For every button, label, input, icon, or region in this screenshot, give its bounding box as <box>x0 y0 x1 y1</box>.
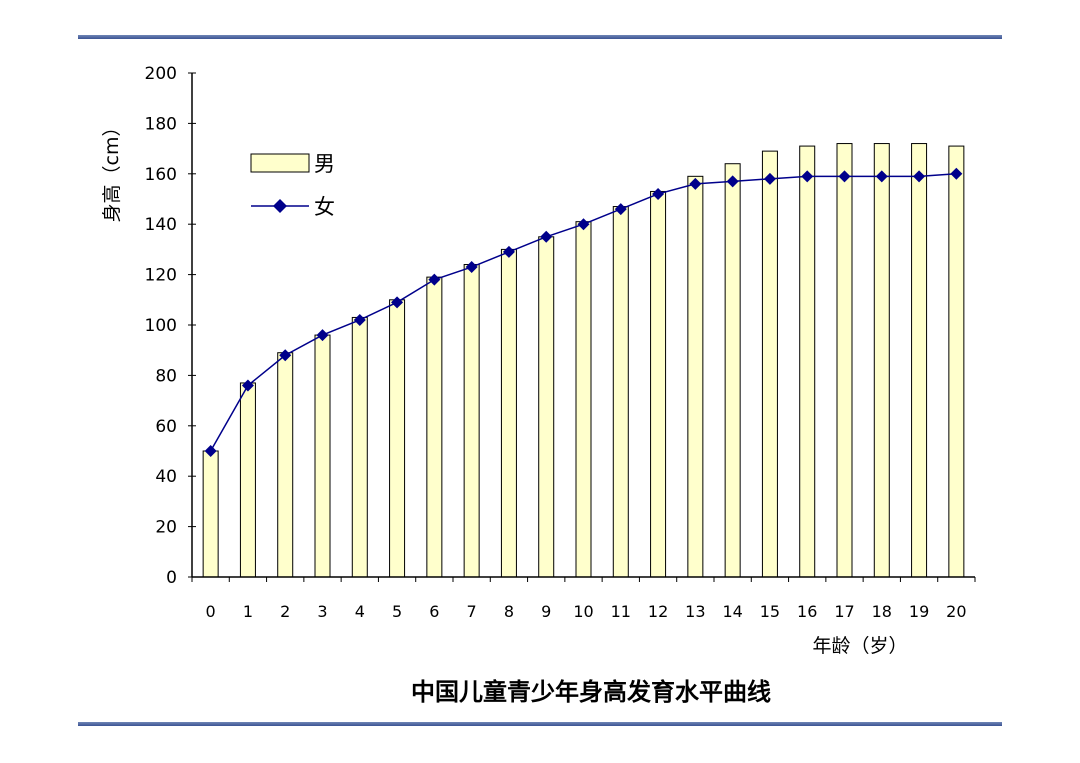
point-female-17 <box>838 170 851 183</box>
point-female-11 <box>614 203 627 216</box>
y-tick-label-120: 120 <box>145 266 177 286</box>
x-tick-label-16: 16 <box>797 602 817 621</box>
bottom-divider <box>78 722 1002 726</box>
point-female-5 <box>391 296 404 309</box>
x-tick-label-11: 11 <box>611 602 631 621</box>
bar-male-4 <box>351 316 368 578</box>
x-tick-label-1: 1 <box>243 602 253 621</box>
legend-swatch-male <box>250 153 310 173</box>
top-divider <box>78 35 1002 39</box>
x-tick-label-0: 0 <box>206 602 216 621</box>
bar-male-16 <box>799 145 816 578</box>
bar-male-19 <box>911 143 928 578</box>
point-female-3 <box>316 329 329 342</box>
bar-male-8 <box>500 248 517 578</box>
bar-male-11 <box>612 206 629 578</box>
bar-male-18 <box>873 143 890 578</box>
point-female-8 <box>502 245 515 258</box>
y-tick-label-0: 0 <box>166 568 177 588</box>
y-tick-label-80: 80 <box>155 366 177 386</box>
y-tick-label-200: 200 <box>145 64 177 84</box>
y-axis-label: 身高（cm） <box>101 118 123 223</box>
bar-male-3 <box>314 334 331 578</box>
bar-male-14 <box>724 163 741 578</box>
y-tick-label-40: 40 <box>155 467 177 487</box>
x-tick-label-9: 9 <box>541 602 551 621</box>
x-tick-label-2: 2 <box>280 602 290 621</box>
point-female-14 <box>726 175 739 188</box>
point-female-16 <box>801 170 814 183</box>
x-tick-label-13: 13 <box>685 602 705 621</box>
point-female-6 <box>428 273 441 286</box>
female-series <box>204 167 963 457</box>
y-tick-labels: 0 20 40 60 80 100 120 140 160 180 200 <box>145 64 177 588</box>
point-female-18 <box>875 170 888 183</box>
point-female-20 <box>950 167 963 180</box>
x-tick-label-4: 4 <box>355 602 365 621</box>
bar-male-7 <box>463 264 480 578</box>
x-tick-label-7: 7 <box>467 602 477 621</box>
y-tick-label-60: 60 <box>155 417 177 437</box>
bar-male-2 <box>277 352 294 578</box>
bar-male-6 <box>426 276 443 578</box>
axes <box>188 72 976 582</box>
point-female-1 <box>241 379 254 392</box>
bar-male-10 <box>575 221 592 578</box>
x-tick-label-3: 3 <box>317 602 327 621</box>
x-tick-labels: 0 1 2 3 4 5 6 7 8 9 10 11 12 13 14 15 16 17 18 19 20 <box>206 602 967 621</box>
point-female-13 <box>689 177 702 190</box>
x-tick-label-5: 5 <box>392 602 402 621</box>
x-tick-label-19: 19 <box>909 602 929 621</box>
point-female-9 <box>540 230 553 243</box>
point-female-19 <box>913 170 926 183</box>
bar-male-1 <box>239 382 256 578</box>
bar-male-12 <box>650 190 667 578</box>
x-tick-label-17: 17 <box>834 602 854 621</box>
y-tick-label-140: 140 <box>145 215 177 235</box>
bar-male-5 <box>389 299 406 578</box>
x-tick-label-18: 18 <box>872 602 892 621</box>
bar-male-15 <box>761 150 778 578</box>
bar-male-0 <box>202 450 219 578</box>
bar-male-13 <box>687 175 704 578</box>
point-female-7 <box>465 261 478 274</box>
legend: 男 女 <box>250 152 335 219</box>
x-tick-label-6: 6 <box>429 602 439 621</box>
point-female-15 <box>763 172 776 185</box>
chart-title: 中国儿童青少年身高发育水平曲线 <box>411 678 771 706</box>
x-tick-label-20: 20 <box>946 602 966 621</box>
point-female-4 <box>353 313 366 326</box>
bar-male-20 <box>948 145 965 578</box>
y-tick-label-160: 160 <box>145 165 177 185</box>
x-tick-label-8: 8 <box>504 602 514 621</box>
x-tick-label-14: 14 <box>722 602 742 621</box>
legend-label-male: 男 <box>314 152 335 176</box>
x-tick-label-15: 15 <box>760 602 780 621</box>
y-tick-label-180: 180 <box>145 114 177 134</box>
x-tick-label-12: 12 <box>648 602 668 621</box>
legend-label-female: 女 <box>314 195 335 219</box>
y-tick-label-100: 100 <box>145 316 177 336</box>
x-axis-label: 年龄（岁） <box>812 635 907 657</box>
point-female-12 <box>652 187 665 200</box>
y-tick-label-20: 20 <box>155 518 177 538</box>
x-tick-label-10: 10 <box>573 602 593 621</box>
bar-male-17 <box>836 143 853 578</box>
point-female-10 <box>577 218 590 231</box>
female-markers <box>204 167 963 457</box>
male-bars <box>202 143 965 578</box>
legend-marker-female <box>273 199 287 213</box>
point-female-0 <box>204 445 217 457</box>
point-female-2 <box>279 349 292 362</box>
bar-male-9 <box>538 236 555 578</box>
